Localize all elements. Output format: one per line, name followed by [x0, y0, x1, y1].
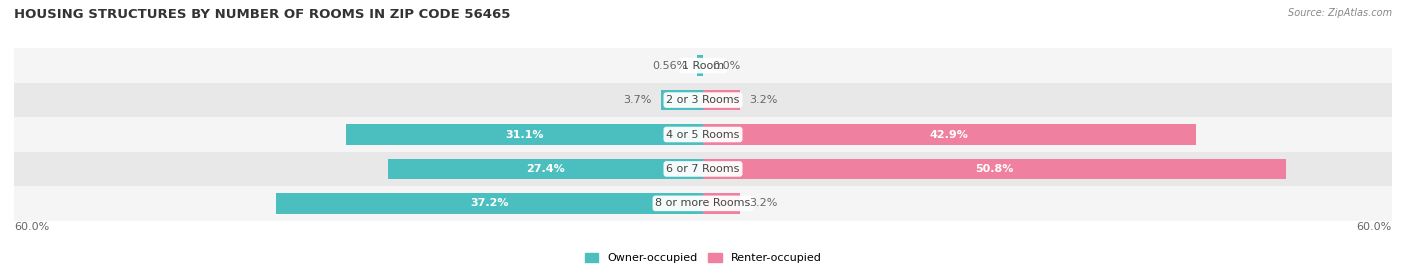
Bar: [346, 124, 703, 145]
Text: 42.9%: 42.9%: [929, 129, 969, 140]
Bar: [14, 152, 1392, 186]
Text: Source: ZipAtlas.com: Source: ZipAtlas.com: [1288, 8, 1392, 18]
Text: 31.1%: 31.1%: [505, 129, 544, 140]
Bar: [14, 48, 1392, 83]
Text: 1 Room: 1 Room: [682, 61, 724, 71]
Text: 37.2%: 37.2%: [470, 198, 509, 208]
Text: 3.7%: 3.7%: [623, 95, 651, 105]
Bar: [14, 117, 1392, 152]
Text: 50.8%: 50.8%: [976, 164, 1014, 174]
Bar: [661, 90, 703, 110]
Text: 60.0%: 60.0%: [14, 222, 49, 232]
Bar: [276, 193, 703, 214]
Text: 6 or 7 Rooms: 6 or 7 Rooms: [666, 164, 740, 174]
Bar: [14, 83, 1392, 117]
Text: 3.2%: 3.2%: [749, 198, 778, 208]
Text: 3.2%: 3.2%: [749, 95, 778, 105]
Text: 4 or 5 Rooms: 4 or 5 Rooms: [666, 129, 740, 140]
Bar: [703, 159, 1286, 179]
Text: 0.56%: 0.56%: [652, 61, 688, 71]
Bar: [696, 55, 703, 76]
Text: 8 or more Rooms: 8 or more Rooms: [655, 198, 751, 208]
Bar: [703, 124, 1195, 145]
Bar: [388, 159, 703, 179]
Bar: [703, 90, 740, 110]
Text: 2 or 3 Rooms: 2 or 3 Rooms: [666, 95, 740, 105]
Text: HOUSING STRUCTURES BY NUMBER OF ROOMS IN ZIP CODE 56465: HOUSING STRUCTURES BY NUMBER OF ROOMS IN…: [14, 8, 510, 21]
Bar: [14, 186, 1392, 221]
Text: 27.4%: 27.4%: [526, 164, 565, 174]
Legend: Owner-occupied, Renter-occupied: Owner-occupied, Renter-occupied: [585, 253, 821, 263]
Text: 0.0%: 0.0%: [713, 61, 741, 71]
Text: 60.0%: 60.0%: [1357, 222, 1392, 232]
Bar: [703, 193, 740, 214]
